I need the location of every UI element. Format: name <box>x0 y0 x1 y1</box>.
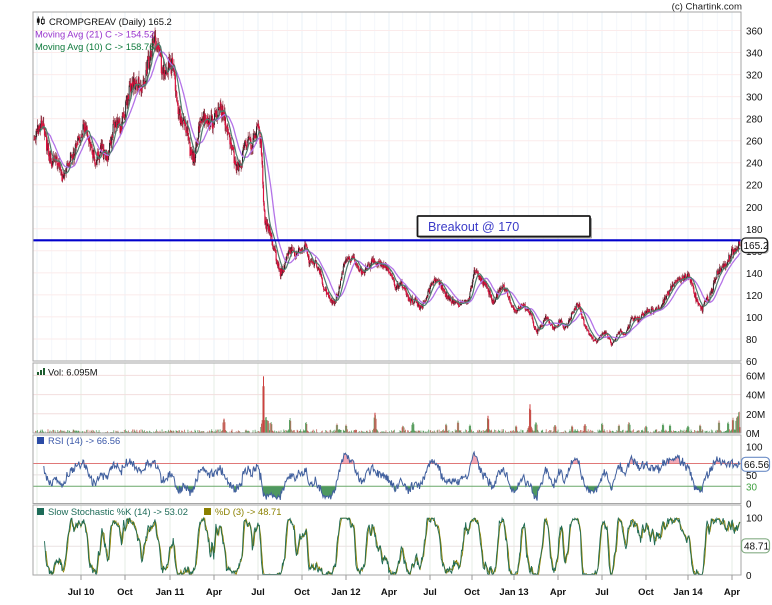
svg-text:40M: 40M <box>746 391 765 402</box>
svg-text:60M: 60M <box>746 371 765 382</box>
svg-text:240: 240 <box>746 159 763 170</box>
svg-text:CROMPGREAV (Daily) 165.2: CROMPGREAV (Daily) 165.2 <box>49 16 172 27</box>
svg-text:0: 0 <box>746 571 752 582</box>
svg-text:80: 80 <box>746 335 757 346</box>
svg-text:48.71: 48.71 <box>744 542 769 553</box>
svg-text:165.2: 165.2 <box>744 241 769 252</box>
svg-text:20M: 20M <box>746 410 765 421</box>
svg-text:260: 260 <box>746 137 763 148</box>
svg-text:180: 180 <box>746 225 763 236</box>
svg-text:%D (3) -> 48.71: %D (3) -> 48.71 <box>215 506 281 517</box>
svg-text:120: 120 <box>746 291 763 302</box>
svg-text:Jul: Jul <box>423 586 437 597</box>
svg-text:Vol: 6.095M: Vol: 6.095M <box>48 367 98 378</box>
svg-text:66.56: 66.56 <box>744 460 769 471</box>
svg-text:Jul: Jul <box>251 586 265 597</box>
svg-text:360: 360 <box>746 27 763 38</box>
svg-text:Jul 10: Jul 10 <box>68 586 95 597</box>
svg-text:60: 60 <box>746 357 757 368</box>
svg-text:30: 30 <box>746 482 757 493</box>
svg-text:Jan 12: Jan 12 <box>331 586 360 597</box>
svg-text:Apr: Apr <box>724 586 740 597</box>
svg-text:Moving Avg (21) C -> 154.52: Moving Avg (21) C -> 154.52 <box>35 29 154 40</box>
svg-text:Apr: Apr <box>206 586 222 597</box>
svg-text:0: 0 <box>746 500 752 511</box>
svg-text:100: 100 <box>746 442 763 453</box>
svg-text:340: 340 <box>746 49 763 60</box>
svg-text:0M: 0M <box>746 429 760 440</box>
svg-text:(c) Chartink.com: (c) Chartink.com <box>672 2 742 13</box>
svg-text:100: 100 <box>746 514 763 525</box>
svg-text:100: 100 <box>746 313 763 324</box>
svg-text:220: 220 <box>746 181 763 192</box>
svg-text:Slow Stochastic %K (14) -> 53.: Slow Stochastic %K (14) -> 53.02 <box>48 506 188 517</box>
svg-text:140: 140 <box>746 269 763 280</box>
svg-text:320: 320 <box>746 71 763 82</box>
svg-text:Breakout @ 170: Breakout @ 170 <box>428 220 519 234</box>
svg-text:Oct: Oct <box>117 586 133 597</box>
svg-text:Jan 13: Jan 13 <box>499 586 528 597</box>
svg-text:50: 50 <box>746 471 757 482</box>
svg-text:Jul: Jul <box>595 586 609 597</box>
svg-text:Oct: Oct <box>294 586 310 597</box>
svg-text:300: 300 <box>746 93 763 104</box>
svg-text:RSI (14) -> 66.56: RSI (14) -> 66.56 <box>48 435 120 446</box>
svg-text:Apr: Apr <box>550 586 566 597</box>
svg-text:200: 200 <box>746 203 763 214</box>
svg-text:Moving Avg (10) C -> 158.76: Moving Avg (10) C -> 158.76 <box>35 41 154 52</box>
svg-text:Apr: Apr <box>381 586 397 597</box>
svg-text:Jan 11: Jan 11 <box>156 586 185 597</box>
svg-text:Jan 14: Jan 14 <box>673 586 703 597</box>
svg-text:Oct: Oct <box>638 586 654 597</box>
svg-text:Oct: Oct <box>464 586 480 597</box>
svg-text:280: 280 <box>746 115 763 126</box>
